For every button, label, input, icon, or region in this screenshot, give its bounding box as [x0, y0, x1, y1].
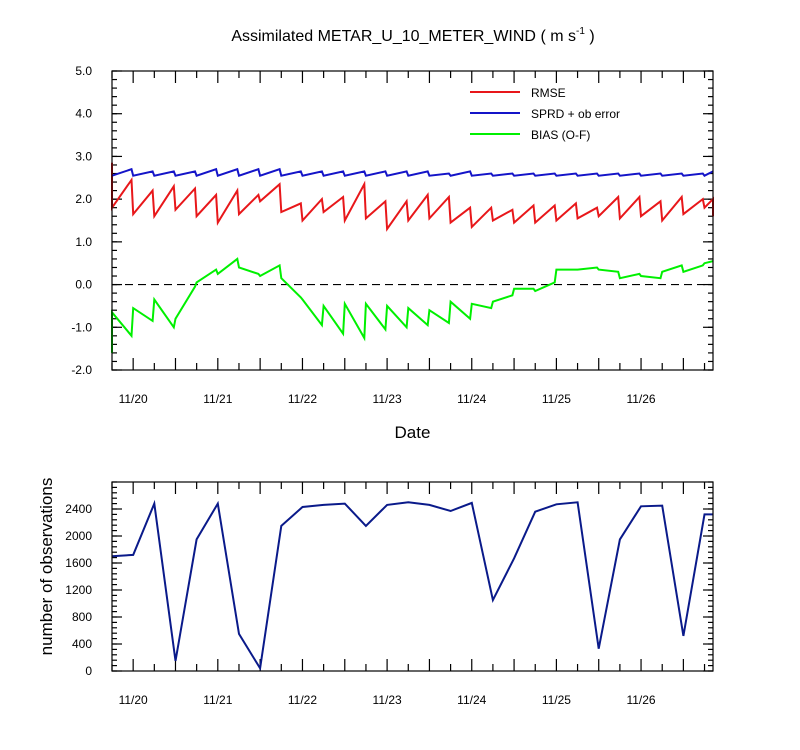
legend-label: RMSE — [531, 86, 566, 100]
x-tick-label: 11/22 — [288, 392, 317, 406]
x-tick-label: 11/23 — [373, 392, 402, 406]
x-tick-label: 11/26 — [626, 392, 655, 406]
x-axis-title: Date — [395, 423, 431, 442]
x-tick-label: 11/23 — [373, 693, 402, 707]
x-tick-label: 11/26 — [626, 693, 655, 707]
bottom-axes: 0 400 800 1200 1600 2000 2400 11/20 11/21 11/22 11… — [65, 481, 713, 707]
y-tick-label: 2.0 — [75, 192, 92, 206]
x-tick-label: 11/24 — [457, 693, 486, 707]
series-line-observations — [111, 499, 713, 672]
y-tick-label: 2400 — [65, 502, 92, 516]
y-tick-label: 5.0 — [75, 64, 92, 78]
legend-label: BIAS (O-F) — [531, 128, 590, 142]
y-tick-label: 400 — [72, 637, 92, 651]
chart-title: Assimilated METAR_U_10_METER_WIND ( m s-… — [231, 26, 594, 45]
x-tick-label: 11/25 — [542, 693, 571, 707]
top-plot-frame — [111, 70, 714, 371]
x-tick-label: 11/20 — [119, 693, 148, 707]
x-tick-label: 11/22 — [288, 693, 317, 707]
y-tick-label: -2.0 — [71, 363, 92, 377]
x-tick-label: 11/24 — [457, 392, 486, 406]
top-panel: -2.0 -1.0 0.0 1.0 2.0 3.0 4.0 5.0 11/20 11/21 11/2… — [71, 64, 714, 442]
y-tick-label: 0 — [85, 664, 92, 678]
bottom-panel: 0 400 800 1200 1600 2000 2400 11/20 11/21 11/22 11… — [37, 478, 714, 707]
y-tick-label: 4.0 — [75, 107, 92, 121]
y-tick-label: 2000 — [65, 529, 92, 543]
y-tick-label: -1.0 — [71, 320, 92, 334]
y-tick-label: 0.0 — [75, 278, 92, 292]
series-line-sprd-ob-error — [111, 167, 714, 177]
x-tick-label: 11/21 — [203, 392, 232, 406]
series-line-bias-o-f- — [111, 257, 714, 353]
x-tick-label: 11/25 — [542, 392, 571, 406]
x-tick-label: 11/20 — [119, 392, 148, 406]
top-axes: -2.0 -1.0 0.0 1.0 2.0 3.0 4.0 5.0 11/20 11/21 11/2… — [71, 64, 713, 406]
y-tick-label: 3.0 — [75, 149, 92, 163]
y-axis-title: number of observations — [37, 478, 56, 656]
legend: RMSE SPRD + ob error BIAS (O-F) — [470, 86, 620, 142]
y-tick-label: 1600 — [65, 556, 92, 570]
top-series-group — [111, 162, 714, 353]
y-tick-label: 1200 — [65, 583, 92, 597]
bottom-series-group — [111, 499, 713, 672]
y-tick-label: 1.0 — [75, 235, 92, 249]
y-tick-label: 800 — [72, 610, 92, 624]
bottom-plot-frame — [111, 481, 714, 672]
series-line-rmse — [111, 162, 714, 232]
x-tick-label: 11/21 — [203, 693, 232, 707]
legend-label: SPRD + ob error — [531, 107, 620, 121]
